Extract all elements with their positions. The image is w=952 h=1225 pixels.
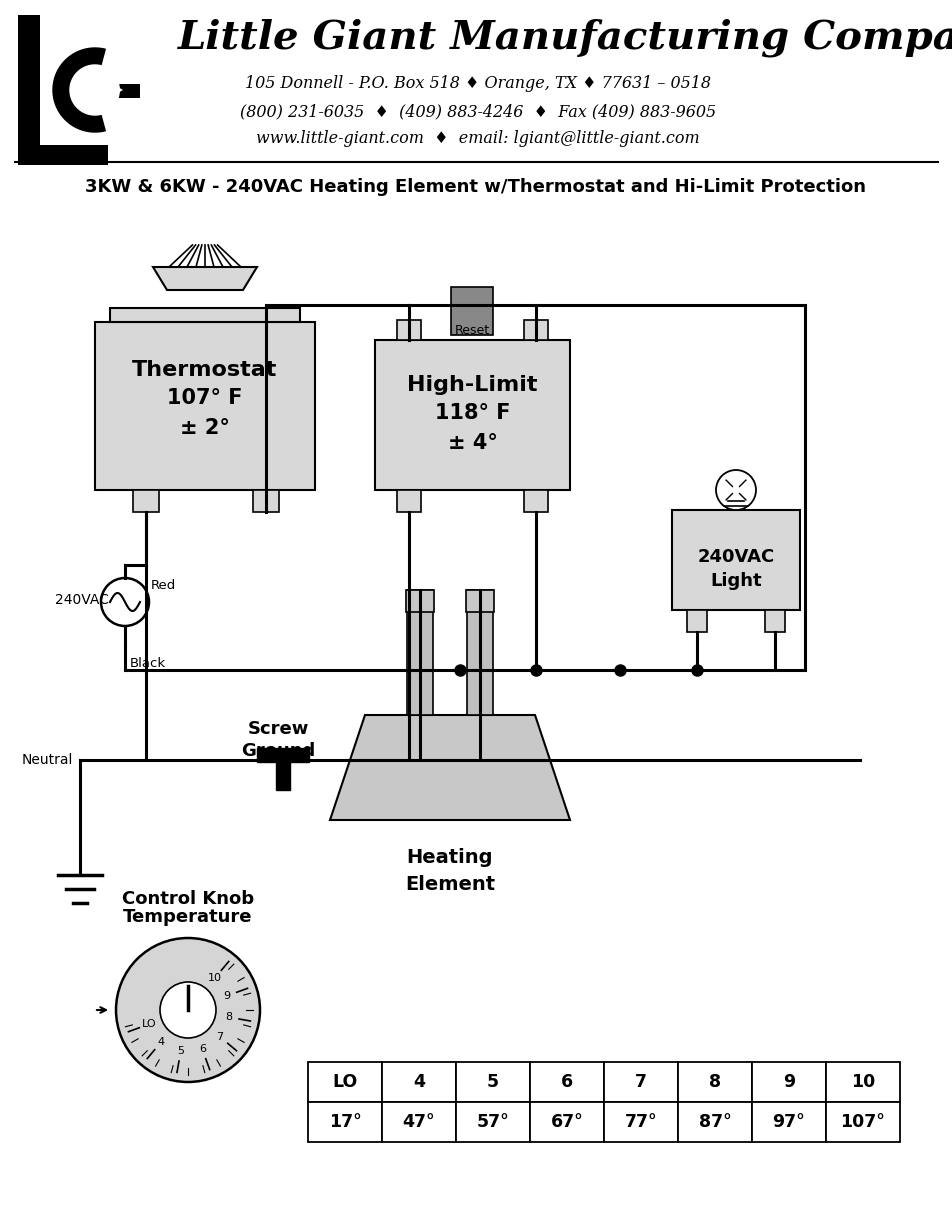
Circle shape — [160, 982, 216, 1038]
Text: 6: 6 — [561, 1073, 572, 1091]
Text: 17°: 17° — [328, 1114, 361, 1131]
Text: Screw: Screw — [248, 720, 308, 737]
Text: 8: 8 — [708, 1073, 721, 1091]
Bar — [18, 15, 40, 165]
Bar — [397, 320, 421, 341]
Polygon shape — [329, 715, 569, 820]
Wedge shape — [95, 48, 139, 132]
Text: 47°: 47° — [403, 1114, 435, 1131]
Bar — [677, 1102, 751, 1142]
Circle shape — [116, 938, 260, 1082]
Text: ± 4°: ± 4° — [447, 432, 497, 453]
Text: 6: 6 — [199, 1044, 206, 1055]
Text: 107° F: 107° F — [167, 388, 243, 408]
Text: (800) 231-6035  ♦  (409) 883-4246  ♦  Fax (409) 883-9605: (800) 231-6035 ♦ (409) 883-4246 ♦ Fax (4… — [240, 103, 715, 120]
Wedge shape — [95, 65, 120, 115]
Bar — [751, 1062, 825, 1102]
Bar — [109, 307, 300, 322]
Text: 9: 9 — [783, 1073, 794, 1091]
Bar — [671, 510, 799, 610]
Bar — [825, 1062, 899, 1102]
Text: Red: Red — [150, 578, 176, 592]
Text: 5: 5 — [177, 1046, 184, 1056]
Bar — [307, 1062, 382, 1102]
Text: 67°: 67° — [550, 1114, 583, 1131]
Text: 4: 4 — [157, 1038, 165, 1047]
Bar — [764, 610, 784, 632]
Bar — [276, 760, 289, 790]
Text: 7: 7 — [634, 1073, 646, 1091]
Text: 77°: 77° — [624, 1114, 657, 1131]
Text: 3KW & 6KW - 240VAC Heating Element w/Thermostat and Hi-Limit Protection: 3KW & 6KW - 240VAC Heating Element w/The… — [86, 178, 865, 196]
Bar — [466, 590, 493, 612]
Text: 105 Donnell - P.O. Box 518 ♦ Orange, TX ♦ 77631 – 0518: 105 Donnell - P.O. Box 518 ♦ Orange, TX … — [245, 75, 710, 92]
Text: High-Limit: High-Limit — [407, 375, 537, 394]
Text: LO: LO — [332, 1073, 357, 1091]
Text: ± 2°: ± 2° — [180, 418, 229, 439]
Bar — [374, 341, 569, 490]
Text: 8: 8 — [226, 1012, 232, 1022]
Text: Little Giant Manufacturing Company, Inc.: Little Giant Manufacturing Company, Inc. — [178, 18, 952, 56]
Text: Light: Light — [709, 572, 761, 590]
Text: 107°: 107° — [840, 1114, 884, 1131]
Bar — [604, 1062, 677, 1102]
Bar — [825, 1102, 899, 1142]
Text: 9: 9 — [224, 991, 230, 1001]
Bar — [307, 1102, 382, 1142]
Bar — [406, 590, 433, 612]
Bar — [604, 1102, 677, 1142]
Circle shape — [101, 578, 149, 626]
Bar — [95, 85, 140, 98]
Text: www.little-giant.com  ♦  email: lgiant@little-giant.com: www.little-giant.com ♦ email: lgiant@lit… — [256, 130, 699, 147]
Bar — [252, 490, 279, 512]
Text: 87°: 87° — [698, 1114, 730, 1131]
Polygon shape — [153, 267, 257, 290]
Text: Thermostat: Thermostat — [132, 360, 277, 380]
Text: 97°: 97° — [772, 1114, 804, 1131]
Text: 10: 10 — [850, 1073, 874, 1091]
Bar — [466, 590, 492, 715]
Text: 240VAC: 240VAC — [697, 548, 774, 566]
Text: LO: LO — [141, 1019, 156, 1029]
Bar — [455, 1102, 529, 1142]
Bar — [407, 590, 432, 715]
Bar — [529, 1102, 604, 1142]
Text: Ground: Ground — [241, 742, 315, 760]
Text: Control Knob: Control Knob — [122, 891, 254, 908]
Text: Reset: Reset — [454, 323, 489, 337]
Bar — [95, 322, 315, 490]
Bar — [257, 748, 308, 762]
Bar — [686, 610, 706, 632]
Text: 57°: 57° — [476, 1114, 508, 1131]
Polygon shape — [93, 72, 123, 108]
Circle shape — [715, 470, 755, 510]
Bar — [382, 1062, 455, 1102]
Bar — [382, 1102, 455, 1142]
Text: 5: 5 — [486, 1073, 499, 1091]
Text: 7: 7 — [216, 1031, 224, 1041]
Text: 10: 10 — [208, 973, 222, 982]
Text: 240VAC: 240VAC — [55, 593, 109, 608]
Polygon shape — [69, 65, 120, 115]
Text: Temperature: Temperature — [123, 908, 252, 926]
Bar — [133, 490, 159, 512]
Bar — [529, 1062, 604, 1102]
Bar — [524, 320, 547, 341]
Text: Heating: Heating — [407, 848, 493, 867]
Text: Black: Black — [129, 657, 166, 670]
Text: 118° F: 118° F — [434, 403, 509, 423]
Bar — [18, 145, 108, 165]
Text: 4: 4 — [412, 1073, 425, 1091]
Text: Element: Element — [405, 875, 494, 894]
Bar — [677, 1062, 751, 1102]
Bar — [751, 1102, 825, 1142]
Text: Neutral: Neutral — [22, 753, 73, 767]
Bar — [397, 490, 421, 512]
Bar — [524, 490, 547, 512]
Bar — [455, 1062, 529, 1102]
Bar — [451, 287, 493, 334]
Polygon shape — [53, 48, 137, 132]
